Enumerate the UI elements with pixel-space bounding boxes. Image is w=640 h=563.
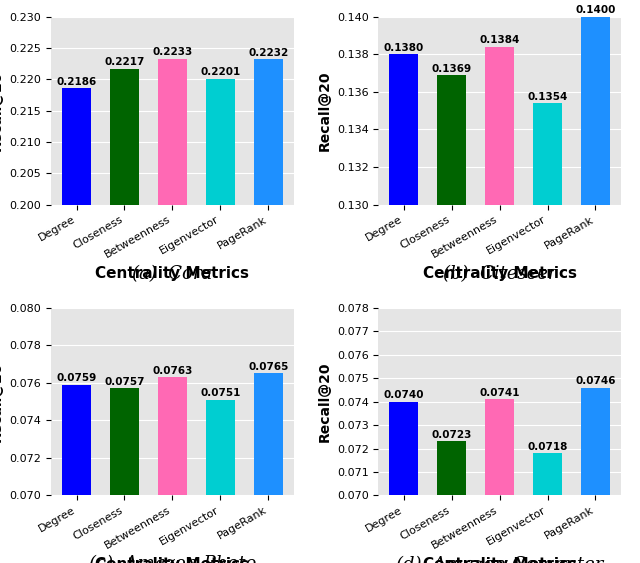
Text: (a)  Cora: (a) Cora: [132, 265, 212, 283]
Bar: [158, 59, 187, 563]
Bar: [206, 79, 235, 563]
Text: 0.0765: 0.0765: [248, 362, 289, 372]
Text: 0.2232: 0.2232: [248, 48, 289, 58]
Bar: [62, 88, 91, 563]
Bar: [533, 103, 562, 563]
X-axis label: Centrality Metrics: Centrality Metrics: [422, 266, 577, 281]
Text: 0.1369: 0.1369: [431, 64, 472, 74]
Y-axis label: Recall@20: Recall@20: [0, 361, 4, 442]
Text: 0.1400: 0.1400: [575, 6, 616, 15]
Bar: [581, 387, 610, 563]
Bar: [389, 55, 418, 563]
Bar: [581, 17, 610, 563]
Bar: [437, 75, 466, 563]
Text: (c)  Amazon-Photo: (c) Amazon-Photo: [89, 556, 256, 563]
Text: 0.1380: 0.1380: [383, 43, 424, 53]
Text: (b)  Citeseer: (b) Citeseer: [443, 265, 556, 283]
Y-axis label: Recall@20: Recall@20: [317, 361, 332, 442]
Text: 0.0723: 0.0723: [431, 430, 472, 440]
Text: 0.2201: 0.2201: [200, 68, 241, 77]
Bar: [254, 60, 283, 563]
Text: 0.0759: 0.0759: [56, 373, 97, 383]
Text: 0.2217: 0.2217: [104, 57, 145, 68]
Text: 0.0741: 0.0741: [479, 388, 520, 398]
Y-axis label: Recall@20: Recall@20: [0, 70, 4, 151]
Bar: [437, 441, 466, 563]
Text: 0.0763: 0.0763: [152, 366, 193, 376]
Text: 0.0746: 0.0746: [575, 376, 616, 386]
Text: 0.1384: 0.1384: [479, 35, 520, 46]
Text: 0.0740: 0.0740: [383, 390, 424, 400]
Bar: [254, 373, 283, 563]
X-axis label: Centrality Metrics: Centrality Metrics: [422, 557, 577, 563]
Text: 0.1354: 0.1354: [527, 92, 568, 102]
Text: 0.0718: 0.0718: [527, 442, 568, 452]
Bar: [62, 385, 91, 563]
Text: 0.2233: 0.2233: [152, 47, 193, 57]
Bar: [158, 377, 187, 563]
Bar: [206, 400, 235, 563]
Text: 0.2186: 0.2186: [56, 77, 97, 87]
Text: 0.0757: 0.0757: [104, 377, 145, 387]
Text: 0.0751: 0.0751: [200, 388, 241, 398]
Bar: [389, 401, 418, 563]
Bar: [485, 47, 514, 563]
Text: (d)  Amazon-Computer: (d) Amazon-Computer: [396, 556, 604, 563]
Bar: [110, 69, 139, 563]
Bar: [110, 388, 139, 563]
Bar: [485, 399, 514, 563]
X-axis label: Centrality Metrics: Centrality Metrics: [95, 557, 250, 563]
Y-axis label: Recall@20: Recall@20: [317, 70, 332, 151]
X-axis label: Centrality Metrics: Centrality Metrics: [95, 266, 250, 281]
Bar: [533, 453, 562, 563]
